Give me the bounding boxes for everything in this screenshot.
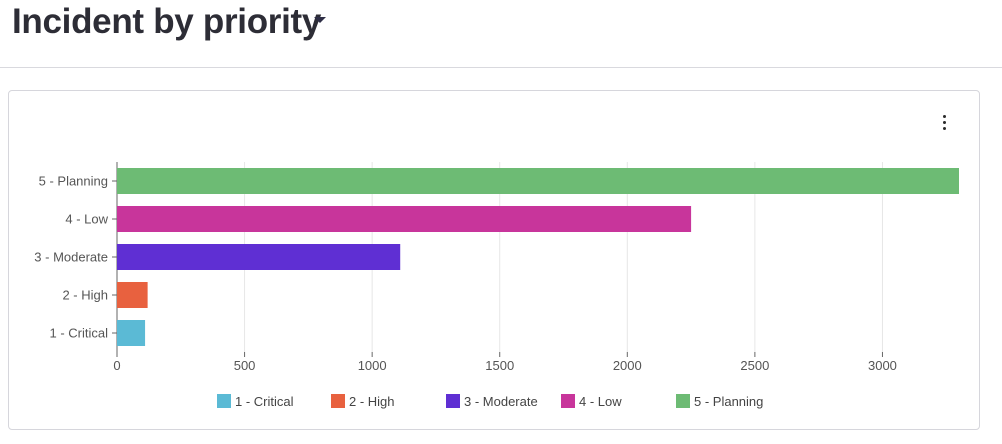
legend-swatch — [217, 394, 231, 408]
legend-label: 4 - Low — [579, 394, 622, 409]
x-tick-label: 1500 — [485, 358, 514, 373]
y-tick-label: 5 - Planning — [39, 174, 108, 189]
x-tick-label: 2000 — [613, 358, 642, 373]
bar — [117, 168, 959, 194]
bar — [117, 206, 692, 232]
y-tick-label: 1 - Critical — [49, 326, 108, 341]
bar — [117, 282, 148, 308]
x-tick-label: 2500 — [740, 358, 769, 373]
x-tick-label: 1000 — [358, 358, 387, 373]
legend-swatch — [676, 394, 690, 408]
page-title: Incident by priority — [12, 2, 322, 41]
y-tick-label: 4 - Low — [65, 212, 108, 227]
x-tick-label: 3000 — [868, 358, 897, 373]
legend-swatch — [331, 394, 345, 408]
legend-label: 2 - High — [349, 394, 395, 409]
bar — [117, 244, 401, 270]
legend-label: 5 - Planning — [694, 394, 763, 409]
y-tick-label: 3 - Moderate — [34, 250, 108, 265]
bar — [117, 320, 146, 346]
x-tick-label: 500 — [234, 358, 256, 373]
caret-down-icon[interactable] — [314, 17, 326, 23]
x-tick-label: 0 — [113, 358, 120, 373]
page-header: Incident by priority — [0, 0, 1002, 68]
legend-label: 3 - Moderate — [464, 394, 538, 409]
y-tick-label: 2 - High — [62, 288, 108, 303]
legend-swatch — [446, 394, 460, 408]
more-vertical-icon[interactable] — [934, 112, 954, 132]
legend-swatch — [561, 394, 575, 408]
legend-label: 1 - Critical — [235, 394, 294, 409]
